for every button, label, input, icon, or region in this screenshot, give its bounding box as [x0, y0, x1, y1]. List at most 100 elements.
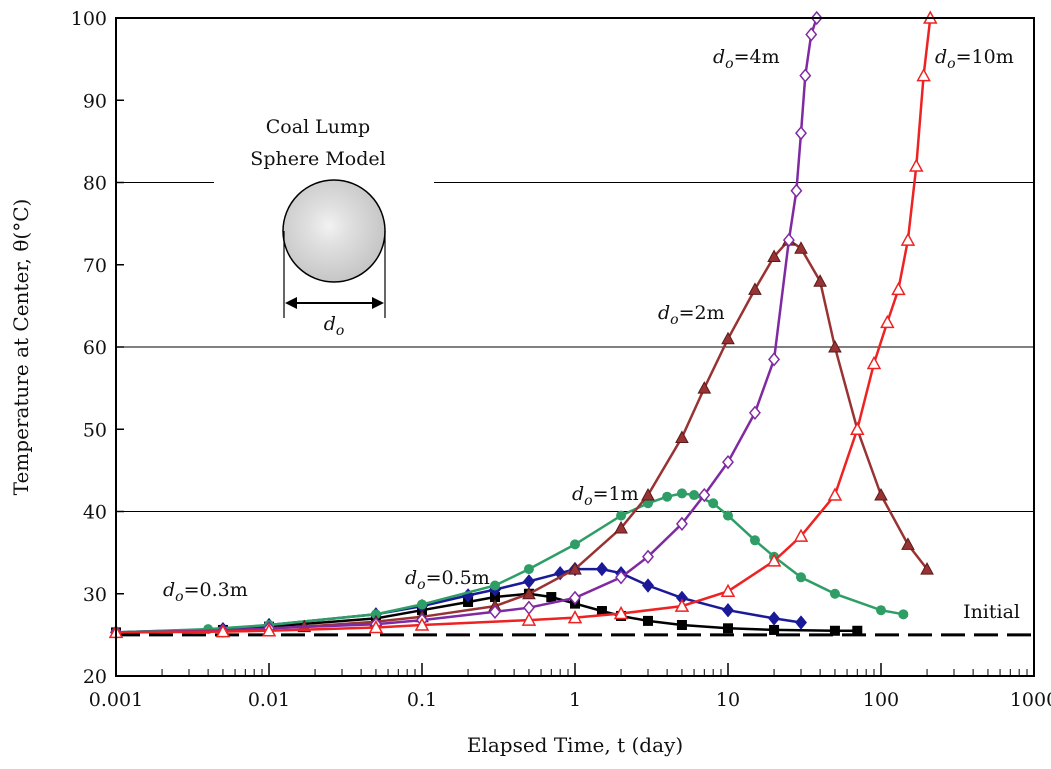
series-3-point-8	[614, 520, 628, 534]
series-1-point-15	[768, 611, 781, 626]
series-3-label: do=2m	[658, 302, 725, 328]
series-5-point-5	[521, 612, 537, 626]
series-1-point-8	[554, 566, 567, 581]
series-0-point-6	[489, 592, 500, 603]
series-5-point-8	[674, 598, 690, 612]
series-5-label-sub: o	[947, 56, 955, 72]
series-3-point-6	[522, 586, 536, 600]
series-0-point-15	[769, 624, 780, 635]
series-1-point-10	[595, 561, 608, 577]
series-2-label-sub: o	[584, 493, 592, 509]
sphere-icon	[282, 179, 386, 283]
x-tick-label: 100	[863, 689, 899, 711]
dimension-arrowhead-right	[372, 297, 384, 309]
series-5-point-17	[900, 232, 916, 246]
series-4-point-9	[642, 549, 654, 564]
inset-title-line1: Coal Lump	[266, 116, 370, 138]
series-2-label: do=1m	[572, 483, 639, 509]
inset-dimension-label: do	[324, 313, 345, 339]
series-0-point-14	[723, 623, 733, 634]
series-4-point-8	[615, 570, 628, 585]
series-3-point-10	[675, 430, 689, 443]
series-3-label-main: d	[658, 302, 670, 324]
dimension-arrowhead-left	[285, 297, 297, 309]
series-2-label-main: d	[572, 483, 584, 505]
inset-title-line2: Sphere Model	[250, 148, 385, 170]
series-2-point-9	[642, 498, 653, 509]
series-4-point-5	[489, 604, 501, 620]
series-2-label-rest: =1m	[593, 483, 639, 505]
series-5-point-12	[827, 487, 843, 501]
y-tick-label: 100	[71, 8, 107, 30]
x-axis-title: Elapsed Time, t (day)	[467, 733, 683, 757]
series-2-point-11	[676, 488, 687, 499]
series-4-point-11	[698, 487, 711, 503]
series-4-point-15	[782, 232, 795, 248]
y-axis-title: Temperature at Center, θ(°C)	[9, 199, 33, 496]
series-5-point-6	[567, 610, 583, 624]
series-2: do=1m	[111, 483, 909, 638]
series-2-point-12	[689, 490, 700, 501]
series-1-point-14	[722, 603, 734, 618]
series-5-point-14	[866, 355, 882, 370]
x-tick-label: 0.001	[89, 689, 143, 711]
series-5-point-1	[215, 624, 231, 638]
series-0-point-16	[829, 625, 840, 636]
initial-label: Initial	[963, 601, 1020, 623]
series-5-point-19	[916, 68, 931, 82]
series-4-point-17	[795, 125, 807, 141]
series-3-point-17	[813, 274, 827, 287]
series-2-point-13	[708, 498, 719, 509]
series-5-point-2	[261, 623, 277, 637]
series-1-point-16	[795, 615, 807, 630]
series-5-point-15	[880, 314, 895, 329]
series-2-point-19	[876, 605, 886, 616]
y-tick-label: 60	[83, 337, 107, 359]
series-0-point-17	[852, 625, 863, 636]
series-5-point-7	[613, 605, 629, 620]
series-1-label: do=0.5m	[405, 567, 490, 593]
series-4-label-rest: =4m	[734, 46, 780, 68]
series-0-point-10	[596, 606, 607, 617]
y-tick-label: 90	[83, 90, 107, 112]
y-tick-label: 70	[83, 255, 107, 277]
series-3-point-20	[874, 488, 888, 501]
y-tick-label: 80	[83, 173, 107, 195]
series-3-point-18	[828, 339, 842, 353]
x-tick-label: 1	[569, 689, 581, 711]
x-tick-label: 1000	[1010, 689, 1051, 711]
series-5-point-4	[414, 617, 430, 631]
series-3-point-7	[568, 562, 582, 575]
series-0-point-12	[642, 615, 653, 626]
axes: 0.001 0.01 0.1 1 10 100 1000 20 30 40 50 60 70 80 90 10…	[71, 8, 1051, 711]
series-4-point-19	[805, 27, 818, 42]
series-4-label-sub: o	[725, 56, 733, 72]
series-0-label-rest: =0.3m	[184, 579, 248, 601]
series-4-point-13	[748, 405, 761, 420]
series-0-point-8	[546, 592, 557, 603]
y-tick-label: 30	[83, 584, 107, 606]
series-5-point-3	[368, 619, 384, 634]
series-0-label-main: d	[163, 579, 175, 601]
series-5: do=10m	[108, 10, 1014, 639]
series-2-point-4	[417, 599, 427, 610]
series-2-point-17	[795, 572, 806, 583]
series-0-label: do=0.3m	[163, 579, 248, 605]
series-3-point-22	[920, 562, 934, 575]
series-0-point-13	[676, 620, 687, 631]
series-3-point-12	[721, 331, 735, 345]
series-5-label: do=10m	[935, 46, 1014, 72]
series-5-point-16	[891, 281, 906, 296]
y-tick-label: 50	[83, 419, 107, 441]
series-4-label-main: d	[713, 46, 725, 68]
series-4-point-18	[799, 68, 812, 83]
inset-dimension-main: d	[324, 313, 336, 335]
series-3-label-sub: o	[670, 312, 678, 328]
series-2-point-5	[489, 580, 500, 591]
series-3-point-16	[794, 241, 808, 254]
coal-lump-inset: Coal Lump Sphere Model do	[214, 105, 434, 345]
series-2-point-20	[898, 609, 909, 620]
series-4-point-16	[790, 183, 803, 198]
series-0-label-sub: o	[175, 589, 183, 605]
